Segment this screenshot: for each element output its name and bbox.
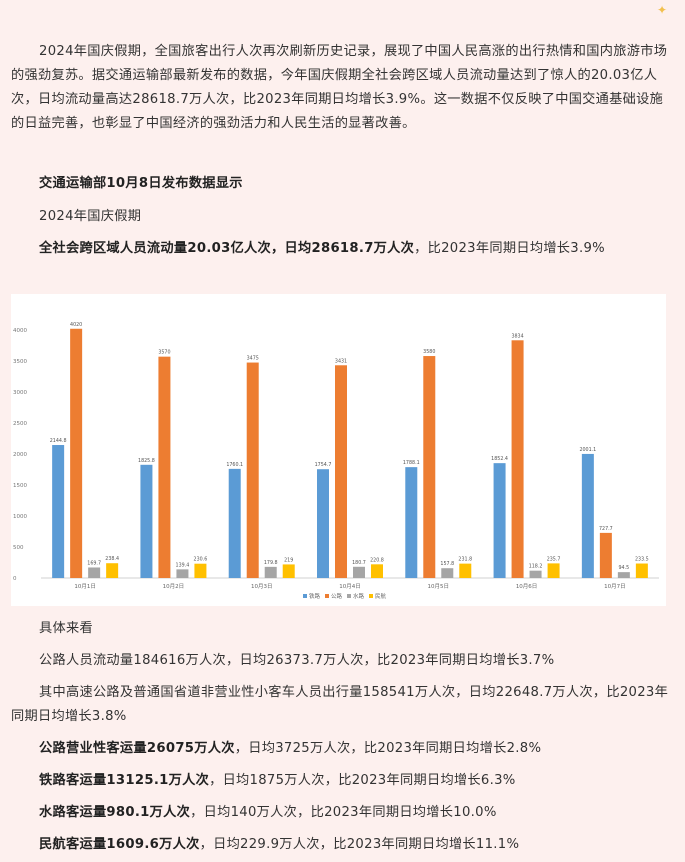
bar-民航 — [547, 563, 560, 578]
chart-svg: 0 500 1000 1500 2000 2500 3000 3500 4000 2144.8 40… — [13, 322, 659, 600]
detail-road-commercial: 公路营业性客运量26075万人次，日均3725万人次，比2023年同期日均增长2… — [39, 741, 542, 756]
legend-swatch — [325, 594, 329, 598]
bar-水路 — [353, 566, 365, 578]
y-tick-label: 4000 — [13, 328, 27, 334]
bar-chart: 0 500 1000 1500 2000 2500 3000 3500 4000 2144.8 40… — [11, 294, 666, 606]
data-label: 1754.7 — [315, 462, 332, 468]
data-label: 3431 — [335, 358, 347, 364]
bar-民航 — [106, 563, 119, 578]
x-tick-label: 10月1日 — [74, 583, 96, 590]
data-label: 1788.1 — [403, 460, 420, 466]
summary-rest: ，比2023年同期日均增长3.9% — [414, 241, 605, 256]
y-tick-label: 500 — [13, 545, 24, 551]
data-label: 94.5 — [619, 565, 630, 571]
bar-公路 — [599, 532, 612, 578]
y-tick-label: 3500 — [13, 359, 27, 365]
data-label: 3570 — [158, 350, 170, 356]
y-tick-label: 2000 — [13, 452, 27, 458]
y-tick-label: 1000 — [13, 514, 27, 520]
summary-bold: 全社会跨区域人员流动量20.03亿人次，日均28618.7万人次 — [39, 241, 415, 256]
intro-paragraph: 2024年国庆假期，全国旅客出行人次再次刷新历史记录，展现了中国人民高涨的出行热… — [11, 44, 668, 131]
data-label: 219 — [284, 557, 293, 563]
bar-民航 — [194, 563, 207, 578]
bar-水路 — [617, 572, 630, 578]
data-label: 179.8 — [264, 560, 278, 566]
legend-label: 公路 — [331, 592, 343, 600]
bar-公路 — [335, 365, 347, 578]
data-label: 1852.4 — [491, 456, 508, 462]
bar-公路 — [423, 356, 436, 578]
data-label: 4020 — [70, 322, 82, 328]
bar-公路 — [511, 340, 524, 578]
bar-铁路 — [317, 469, 329, 578]
bar-公路 — [158, 356, 171, 578]
detail-waterway: 水路客运量980.1万人次，日均140万人次，比2023年同期日均增长10.0% — [39, 805, 497, 820]
source-heading: 交通运输部10月8日发布数据显示 — [39, 176, 243, 191]
y-tick-label: 2500 — [13, 421, 27, 427]
data-label: 220.8 — [370, 557, 384, 563]
data-label: 235.7 — [547, 556, 561, 562]
bar-水路 — [264, 566, 277, 578]
x-tick-label: 10月4日 — [339, 583, 361, 590]
legend-label: 民航 — [375, 592, 387, 600]
sparkle-icon: ✦ — [656, 3, 667, 17]
detail-aviation: 民航客运量1609.6万人次，日均229.9万人次，比2023年同期日均增长11… — [39, 837, 520, 852]
details-heading: 具体来看 — [39, 621, 93, 636]
bar-水路 — [441, 568, 454, 578]
data-label: 2144.8 — [50, 438, 67, 444]
bar-民航 — [459, 563, 472, 578]
legend-label: 铁路 — [309, 592, 321, 600]
data-label: 727.7 — [599, 526, 613, 532]
y-tick-label: 0 — [13, 576, 17, 582]
x-tick-label: 10月6日 — [516, 583, 538, 590]
data-label: 157.8 — [440, 561, 454, 567]
y-tick-label: 3000 — [13, 390, 27, 396]
bar-公路 — [70, 328, 83, 578]
data-label: 169.7 — [87, 560, 101, 566]
legend-swatch — [347, 594, 351, 598]
data-label: 231.8 — [458, 557, 472, 563]
data-label: 139.4 — [176, 562, 190, 568]
bar-铁路 — [581, 453, 594, 578]
bar-民航 — [282, 564, 295, 578]
bar-水路 — [176, 569, 189, 578]
detail-private-car: 其中高速公路及普通国省道非营业性小客车人员出行量158541万人次，日均2264… — [11, 685, 669, 724]
legend-label: 水路 — [353, 592, 365, 600]
x-tick-label: 10月2日 — [163, 583, 185, 590]
legend-swatch — [369, 594, 373, 598]
data-label: 233.5 — [635, 557, 649, 563]
data-label: 3475 — [247, 356, 259, 362]
bar-铁路 — [493, 463, 506, 578]
data-label: 230.6 — [194, 557, 208, 563]
bar-铁路 — [228, 468, 241, 578]
bar-水路 — [88, 567, 101, 578]
data-label: 2001.1 — [579, 447, 596, 453]
period-label: 2024年国庆假期 — [39, 209, 142, 224]
data-label: 118.2 — [529, 564, 543, 570]
data-label: 1760.1 — [226, 462, 243, 468]
bar-公路 — [246, 362, 259, 578]
data-label: 180.7 — [352, 560, 366, 566]
data-label: 3580 — [423, 349, 435, 355]
detail-highway: 公路人员流动量184616万人次，日均26373.7万人次，比2023年同期日均… — [39, 653, 555, 668]
data-label: 1825.8 — [138, 458, 155, 464]
data-label: 238.4 — [105, 556, 119, 562]
x-tick-label: 10月5日 — [428, 583, 450, 590]
bar-民航 — [371, 564, 383, 578]
summary-paragraph: 全社会跨区域人员流动量20.03亿人次，日均28618.7万人次，比2023年同… — [11, 237, 674, 261]
detail-railway: 铁路客运量13125.1万人次，日均1875万人次，比2023年同期日均增长6.… — [39, 773, 516, 788]
bar-民航 — [635, 563, 648, 578]
bar-水路 — [529, 570, 542, 578]
bar-铁路 — [52, 445, 65, 578]
legend-swatch — [303, 594, 307, 598]
y-tick-label: 1500 — [13, 483, 27, 489]
bar-铁路 — [405, 467, 418, 578]
data-label: 3834 — [511, 333, 523, 339]
x-tick-label: 10月7日 — [604, 583, 626, 590]
bar-铁路 — [140, 464, 153, 578]
x-tick-label: 10月3日 — [251, 583, 273, 590]
